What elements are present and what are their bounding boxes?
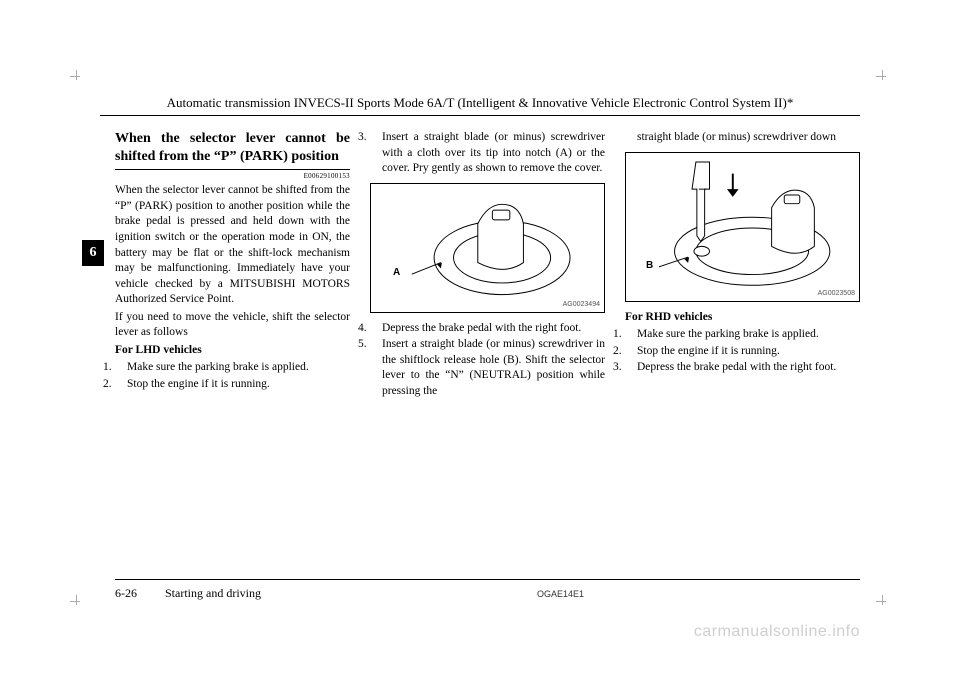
list-item: 4.Depress the brake pedal with the right… bbox=[382, 321, 605, 337]
crop-mark bbox=[876, 595, 890, 609]
manual-page: Automatic transmission INVECS-II Sports … bbox=[0, 0, 960, 679]
chapter-title: Starting and driving bbox=[165, 586, 261, 601]
paragraph: If you need to move the vehicle, shift t… bbox=[115, 310, 350, 341]
rhd-steps: 1.Make sure the parking brake is applied… bbox=[625, 327, 860, 376]
shiftlock-illustration bbox=[626, 153, 859, 301]
page-footer: 6-26 Starting and driving OGAE14E1 bbox=[115, 579, 860, 601]
figure-shiftlock-release: B AG0023508 bbox=[625, 152, 860, 302]
list-item: 3.Insert a straight blade (or minus) scr… bbox=[382, 130, 605, 177]
chapter-tab: 6 bbox=[82, 240, 104, 266]
crop-mark bbox=[70, 70, 84, 84]
paragraph-continuation: straight blade (or minus) screwdriver do… bbox=[625, 130, 860, 146]
list-text: Stop the engine if it is running. bbox=[127, 378, 270, 390]
list-text: Stop the engine if it is running. bbox=[637, 345, 780, 357]
column-2: 3.Insert a straight blade (or minus) scr… bbox=[370, 130, 605, 569]
column-3: straight blade (or minus) screwdriver do… bbox=[625, 130, 860, 569]
list-item: 2.Stop the engine if it is running. bbox=[127, 377, 350, 393]
list-text: Make sure the parking brake is applied. bbox=[127, 361, 309, 373]
list-item: 1.Make sure the parking brake is applied… bbox=[127, 360, 350, 376]
list-text: Depress the brake pedal with the right f… bbox=[637, 361, 836, 373]
crop-mark bbox=[70, 595, 84, 609]
list-text: Depress the brake pedal with the right f… bbox=[382, 322, 581, 334]
subheading-lhd: For LHD vehicles bbox=[115, 343, 350, 359]
list-text: Insert a straight blade (or minus) screw… bbox=[382, 131, 605, 174]
figure-code: AG0023508 bbox=[818, 289, 855, 298]
running-header: Automatic transmission INVECS-II Sports … bbox=[0, 95, 960, 111]
header-rule bbox=[100, 115, 860, 116]
lhd-steps: 1.Make sure the parking brake is applied… bbox=[115, 360, 350, 392]
page-number: 6-26 bbox=[115, 586, 137, 601]
footer-code: OGAE14E1 bbox=[261, 589, 860, 599]
list-item: 3.Depress the brake pedal with the right… bbox=[637, 360, 860, 376]
list-item: 5.Insert a straight blade (or minus) scr… bbox=[382, 337, 605, 399]
section-title: When the selector lever cannot be shifte… bbox=[115, 130, 350, 165]
paragraph: When the selector lever cannot be shifte… bbox=[115, 183, 350, 307]
figure-shift-cover: A AG0023494 bbox=[370, 183, 605, 313]
doc-number: E00629100153 bbox=[115, 172, 350, 181]
list-item: 1.Make sure the parking brake is applied… bbox=[637, 327, 860, 343]
steps-continued-2: 4.Depress the brake pedal with the right… bbox=[370, 321, 605, 400]
figure-label-a: A bbox=[393, 266, 400, 280]
column-1: When the selector lever cannot be shifte… bbox=[115, 130, 350, 569]
watermark: carmanualsonline.info bbox=[694, 623, 860, 641]
content-columns: When the selector lever cannot be shifte… bbox=[115, 130, 860, 569]
figure-label-b: B bbox=[646, 259, 653, 273]
subheading-rhd: For RHD vehicles bbox=[625, 310, 860, 326]
title-rule bbox=[115, 169, 350, 170]
list-text: Make sure the parking brake is applied. bbox=[637, 328, 819, 340]
list-text: Insert a straight blade (or minus) screw… bbox=[382, 338, 605, 397]
list-item: 2.Stop the engine if it is running. bbox=[637, 344, 860, 360]
figure-code: AG0023494 bbox=[563, 300, 600, 309]
crop-mark bbox=[876, 70, 890, 84]
steps-continued: 3.Insert a straight blade (or minus) scr… bbox=[370, 130, 605, 177]
shift-cover-illustration bbox=[371, 184, 604, 312]
